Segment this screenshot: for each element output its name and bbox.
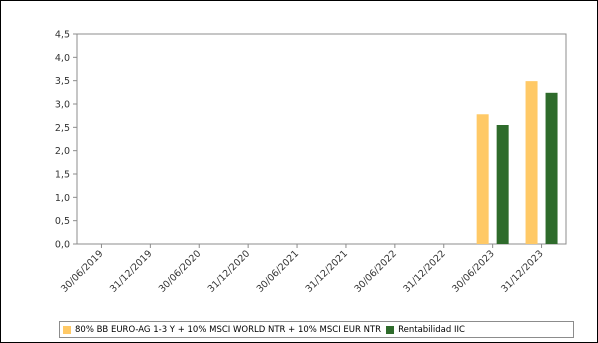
y-tick-label: 2,0 xyxy=(55,146,70,157)
y-tick-label: 3,0 xyxy=(55,100,70,111)
y-tick-label: 0,0 xyxy=(55,240,70,251)
plot-area xyxy=(76,33,567,245)
y-tick-label: 3,5 xyxy=(55,76,70,87)
bar-series-1 xyxy=(545,92,558,244)
x-tick-label: 31/12/2019 xyxy=(108,248,155,295)
x-tick-label: 31/12/2021 xyxy=(304,248,351,295)
x-tick-label: 30/06/2019 xyxy=(59,248,106,295)
x-tick-label: 30/06/2022 xyxy=(352,248,399,295)
legend-swatch-benchmark xyxy=(63,325,71,334)
y-tick-label: 4,5 xyxy=(55,30,70,41)
x-tick-label: 30/06/2023 xyxy=(450,248,497,295)
bar-series-0 xyxy=(476,114,489,245)
legend: 80% BB EURO-AG 1-3 Y + 10% MSCI WORLD NT… xyxy=(59,321,574,338)
legend-label-benchmark: 80% BB EURO-AG 1-3 Y + 10% MSCI WORLD NT… xyxy=(75,324,382,335)
bar-series-0 xyxy=(525,81,538,244)
legend-label-fund: Rentabilidad IIC xyxy=(398,324,465,335)
bar-series-1 xyxy=(496,125,509,244)
legend-entry-benchmark: 80% BB EURO-AG 1-3 Y + 10% MSCI WORLD NT… xyxy=(63,325,381,335)
x-tick-label: 31/12/2020 xyxy=(206,248,253,295)
x-tick-label: 31/12/2022 xyxy=(401,248,448,295)
x-tick-label: 31/12/2023 xyxy=(499,248,546,295)
y-tick-label: 2,5 xyxy=(55,123,70,134)
y-tick-label: 1,0 xyxy=(55,193,70,204)
y-tick-label: 4,0 xyxy=(55,53,70,64)
y-tick-label: 0,5 xyxy=(55,216,70,227)
y-tick-label: 1,5 xyxy=(55,170,70,181)
x-tick-label: 30/06/2020 xyxy=(157,248,204,295)
x-tick-label: 30/06/2021 xyxy=(255,248,302,295)
legend-swatch-fund xyxy=(386,325,395,334)
legend-entry-fund: Rentabilidad IIC xyxy=(386,325,465,335)
